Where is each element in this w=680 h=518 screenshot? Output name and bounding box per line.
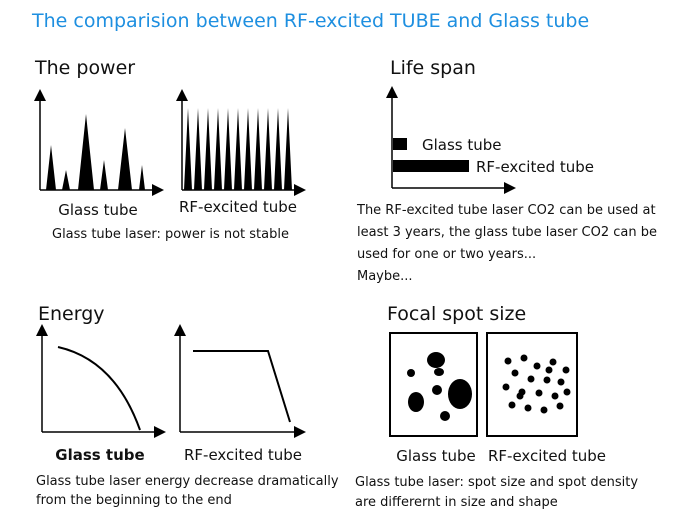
label: RF-excited tube xyxy=(488,447,606,465)
dot xyxy=(549,358,557,366)
dot xyxy=(557,378,565,386)
lifespan-graph xyxy=(386,86,516,194)
caption: Maybe... xyxy=(357,269,413,284)
dot xyxy=(540,406,548,414)
label: Glass tube xyxy=(58,201,138,219)
caption: The RF-excited tube laser CO2 can be use… xyxy=(356,203,656,218)
heading: The power xyxy=(34,57,135,79)
dot xyxy=(535,389,543,397)
label: RF-excited tube xyxy=(184,446,302,464)
title: The comparision between RF-excited TUBE … xyxy=(31,10,589,32)
caption: used for one or two years... xyxy=(357,247,536,262)
dot xyxy=(508,401,516,409)
power-glass-graph xyxy=(34,89,164,196)
dot xyxy=(516,392,524,400)
dot xyxy=(533,362,541,370)
caption: are differernt in size and shape xyxy=(355,495,558,510)
dot xyxy=(520,354,528,362)
dot xyxy=(545,366,553,374)
dot xyxy=(563,388,571,396)
dot xyxy=(527,375,535,383)
dot xyxy=(504,357,512,365)
energy-glass-graph xyxy=(36,324,166,438)
label: Glass tube xyxy=(396,447,476,465)
spot-glass xyxy=(389,332,478,437)
caption: Glass tube laser: power is not stable xyxy=(52,227,289,242)
label: Glass tube xyxy=(55,446,144,464)
dot xyxy=(562,366,570,374)
heading: Focal spot size xyxy=(387,303,526,325)
caption: Glass tube laser energy decrease dramati… xyxy=(36,474,339,489)
label: RF-excited tube xyxy=(476,158,594,176)
heading: Life span xyxy=(390,57,476,79)
label: RF-excited tube xyxy=(179,198,297,216)
dot xyxy=(511,369,519,377)
dot xyxy=(524,404,532,412)
heading: Energy xyxy=(38,303,105,325)
dot xyxy=(543,376,551,384)
caption: from the beginning to the end xyxy=(36,493,232,508)
caption: Glass tube laser: spot size and spot den… xyxy=(355,475,638,490)
dot xyxy=(502,383,510,391)
caption: least 3 years, the glass tube laser CO2 … xyxy=(357,225,657,240)
energy-rf-graph xyxy=(174,324,306,438)
label: Glass tube xyxy=(422,136,502,154)
dot xyxy=(551,392,559,400)
dot xyxy=(556,402,564,410)
spot-rf xyxy=(486,332,578,437)
power-rf-graph xyxy=(176,89,306,196)
